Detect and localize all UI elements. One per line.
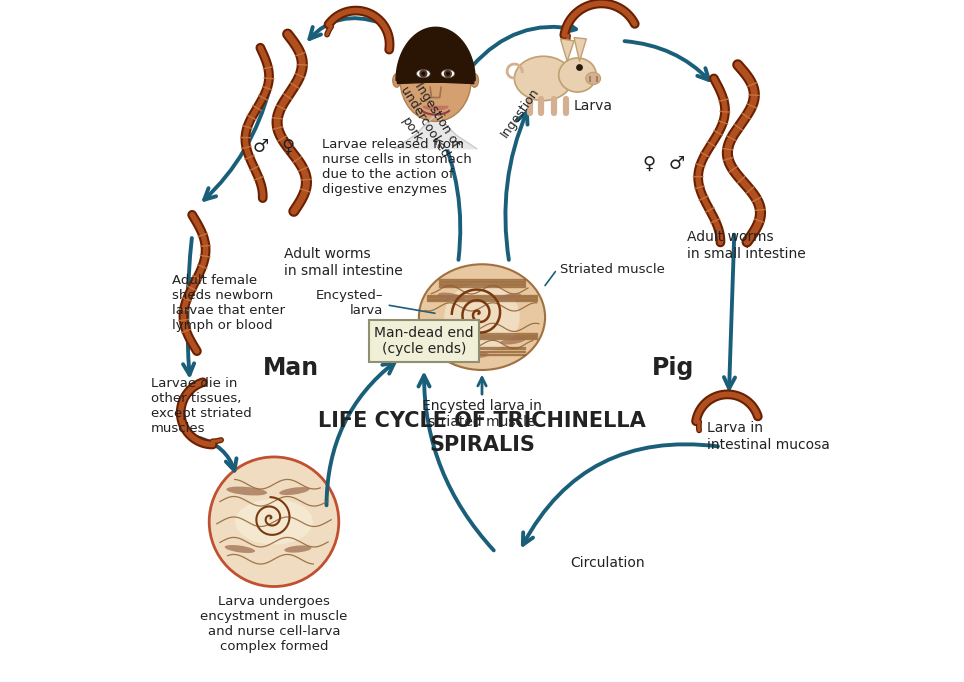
Ellipse shape bbox=[559, 58, 597, 92]
Text: Adult female
sheds newborn
larvae that enter
lymph or blood: Adult female sheds newborn larvae that e… bbox=[172, 274, 284, 333]
Circle shape bbox=[421, 72, 425, 76]
Text: Man: Man bbox=[263, 356, 319, 381]
Text: Encysted larva in
striated muscle: Encysted larva in striated muscle bbox=[422, 399, 542, 429]
Text: Larva in
intestinal mucosa: Larva in intestinal mucosa bbox=[707, 421, 830, 451]
Text: Circulation: Circulation bbox=[571, 556, 645, 569]
Circle shape bbox=[209, 457, 338, 587]
Text: Larva undergoes
encystment in muscle
and nurse cell-larva
complex formed: Larva undergoes encystment in muscle and… bbox=[201, 595, 348, 653]
Ellipse shape bbox=[227, 486, 267, 496]
Text: Adult worms
in small intestine: Adult worms in small intestine bbox=[284, 248, 403, 278]
Ellipse shape bbox=[400, 40, 471, 121]
Text: Adult worms
in small intestine: Adult worms in small intestine bbox=[686, 231, 805, 261]
Polygon shape bbox=[396, 27, 475, 80]
Ellipse shape bbox=[500, 338, 525, 344]
Ellipse shape bbox=[426, 113, 445, 144]
Ellipse shape bbox=[438, 293, 465, 301]
Text: ♂: ♂ bbox=[668, 155, 684, 173]
Ellipse shape bbox=[462, 351, 489, 358]
Ellipse shape bbox=[235, 499, 313, 544]
Text: ♀: ♀ bbox=[281, 138, 294, 155]
Polygon shape bbox=[397, 31, 474, 84]
Ellipse shape bbox=[515, 57, 573, 100]
Polygon shape bbox=[560, 39, 575, 61]
Text: Pig: Pig bbox=[652, 356, 694, 381]
Text: LIFE CYCLE OF TRICHINELLA
SPIRALIS: LIFE CYCLE OF TRICHINELLA SPIRALIS bbox=[318, 411, 646, 455]
Text: Encysted–
larva: Encysted– larva bbox=[315, 289, 383, 318]
Text: Larvae die in
other tissues,
except striated
muscles: Larvae die in other tissues, except stri… bbox=[151, 376, 252, 435]
Circle shape bbox=[446, 72, 450, 76]
Circle shape bbox=[419, 70, 427, 78]
Text: Ingestion of
undercooked
pork: Ingestion of undercooked pork bbox=[385, 77, 464, 168]
Ellipse shape bbox=[586, 72, 601, 85]
Ellipse shape bbox=[470, 74, 478, 87]
Ellipse shape bbox=[225, 545, 255, 553]
Text: ♂: ♂ bbox=[253, 138, 268, 155]
Polygon shape bbox=[575, 38, 586, 61]
Text: Larva: Larva bbox=[575, 99, 613, 113]
Ellipse shape bbox=[284, 546, 311, 552]
Polygon shape bbox=[394, 115, 476, 149]
Circle shape bbox=[576, 64, 583, 71]
Text: Man-dead end
(cycle ends): Man-dead end (cycle ends) bbox=[374, 326, 474, 356]
Ellipse shape bbox=[280, 487, 309, 495]
Ellipse shape bbox=[442, 70, 455, 78]
Text: ♀: ♀ bbox=[643, 155, 656, 173]
Ellipse shape bbox=[444, 283, 520, 351]
Ellipse shape bbox=[419, 264, 545, 370]
Text: Larvae released from
nurse cells in stomach
due to the action of
digestive enzym: Larvae released from nurse cells in stom… bbox=[322, 138, 471, 196]
Ellipse shape bbox=[497, 293, 522, 300]
Ellipse shape bbox=[416, 70, 430, 78]
Ellipse shape bbox=[392, 74, 401, 87]
Circle shape bbox=[443, 70, 452, 78]
Polygon shape bbox=[423, 106, 448, 110]
Ellipse shape bbox=[435, 338, 455, 344]
Text: Ingestion: Ingestion bbox=[497, 85, 542, 140]
Text: Striated muscle: Striated muscle bbox=[560, 263, 665, 276]
